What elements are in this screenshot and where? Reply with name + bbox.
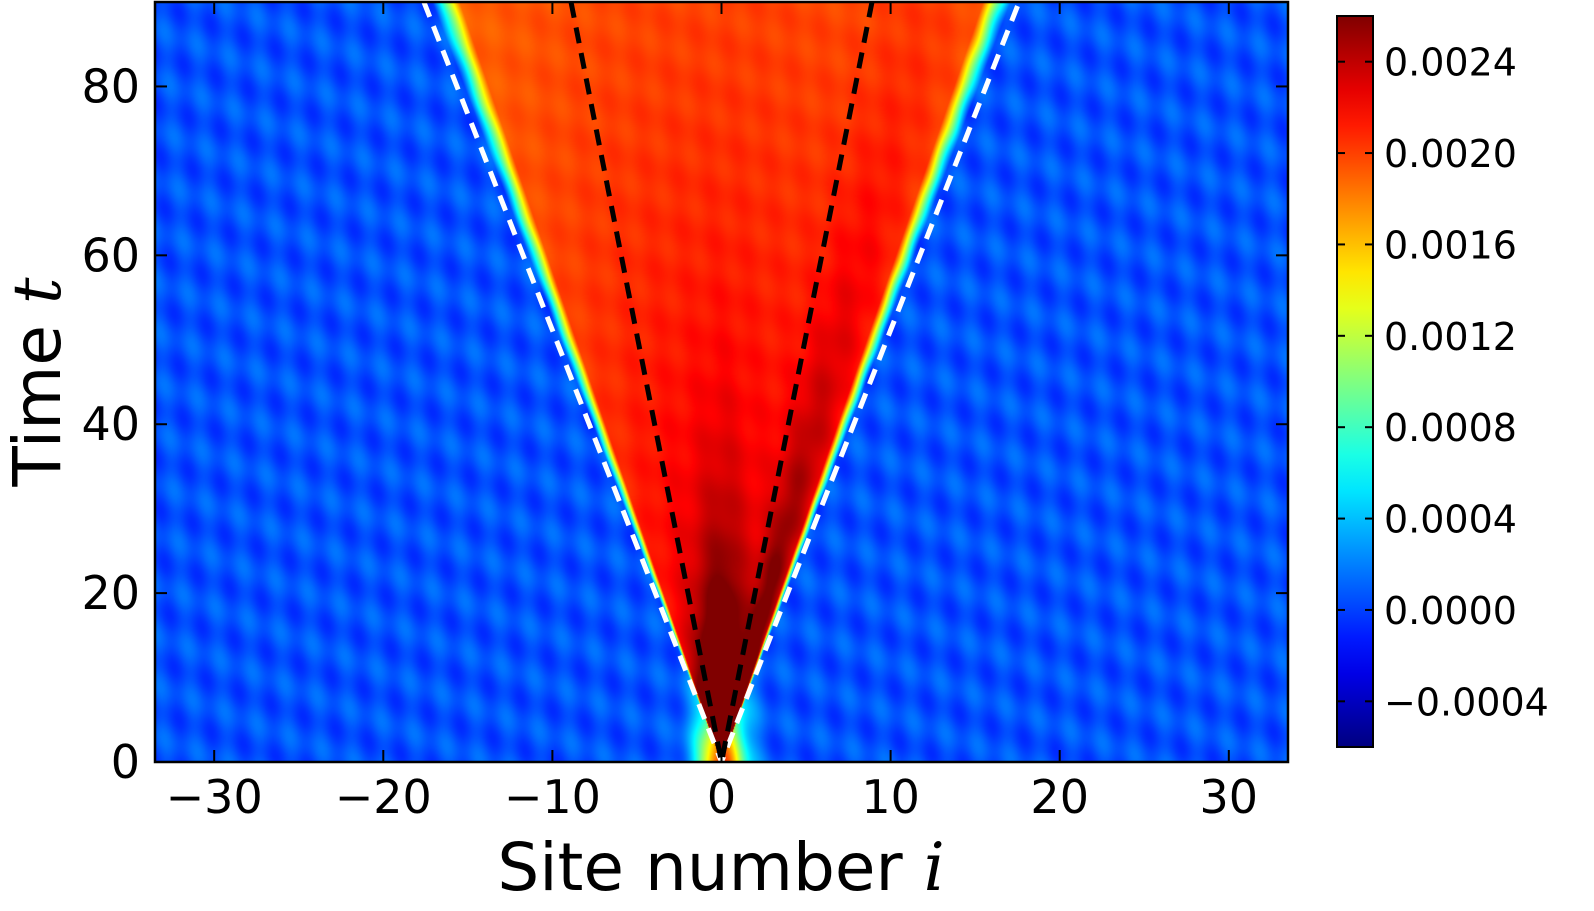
y-tick-label: 20: [81, 566, 140, 620]
x-tick-label: −20: [335, 770, 432, 824]
x-tick-label: 10: [861, 770, 920, 824]
x-tick-label: 30: [1200, 770, 1259, 824]
colorbar-tick-label: −0.0004: [1384, 680, 1549, 724]
colorbar-frame: [1336, 15, 1374, 748]
x-tick-label: 0: [707, 770, 736, 824]
y-tick-label: 40: [81, 397, 140, 451]
lightcone-white-dashed: [421, 2, 1022, 762]
colorbar-gradient: [1337, 16, 1373, 747]
y-axis: 0 20 40 60 80: [81, 59, 1288, 789]
colorbar-tick-label: 0.0012: [1384, 315, 1517, 359]
colorbar: −0.0004 0.0000 0.0004 0.0008 0.0012 0.0016 0.0…: [1336, 15, 1549, 748]
colorbar-tick-label: 0.0016: [1384, 223, 1517, 267]
lightcone-lines: [421, 2, 1022, 762]
y-tick-label: 80: [81, 59, 140, 113]
x-tick-label: 20: [1030, 770, 1089, 824]
colorbar-tick-label: 0.0000: [1384, 589, 1517, 633]
colorbar-tick-label: 0.0020: [1384, 132, 1517, 176]
colorbar-tick-label: 0.0004: [1384, 498, 1517, 542]
colorbar-tick-label: 0.0008: [1384, 406, 1517, 450]
plot-area: [153, 0, 1290, 764]
y-tick-label: 0: [111, 735, 140, 789]
colorbar-ticks: −0.0004 0.0000 0.0004 0.0008 0.0012 0.0016 0.0…: [1337, 41, 1549, 724]
colorbar-tick-label: 0.0024: [1384, 41, 1517, 85]
x-tick-label: −10: [504, 770, 601, 824]
x-axis: −30 −20 −10 0 10 20 30: [166, 2, 1258, 824]
x-tick-label: −30: [166, 770, 263, 824]
heatmap-field: [155, 2, 1288, 762]
y-tick-label: 60: [81, 228, 140, 282]
y-axis-label: Time t: [0, 277, 76, 488]
x-axis-label: Site number i: [497, 829, 944, 906]
